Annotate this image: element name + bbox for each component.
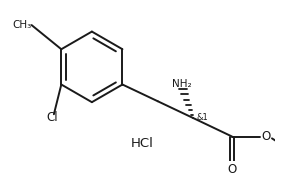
Text: NH₂: NH₂	[172, 79, 192, 89]
Text: Cl: Cl	[46, 111, 58, 124]
Text: CH₃: CH₃	[13, 20, 32, 30]
Text: HCl: HCl	[131, 138, 154, 151]
Text: O: O	[262, 130, 271, 143]
Text: O: O	[227, 163, 237, 173]
Text: &1: &1	[197, 113, 209, 122]
